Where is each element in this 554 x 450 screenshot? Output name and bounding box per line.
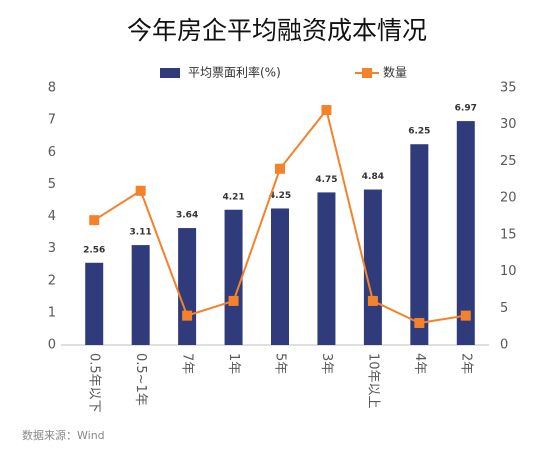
value-label: 2.56 — [83, 245, 105, 255]
marker — [89, 215, 100, 226]
bar — [317, 192, 336, 345]
value-label: 4.75 — [315, 175, 337, 185]
source-note: 数据来源：Wind — [22, 428, 105, 442]
y2-tick-label: 20 — [500, 191, 517, 206]
y-tick-label: 0 — [48, 338, 56, 353]
x-tick-label: 10年以上 — [365, 353, 380, 409]
marker — [367, 295, 378, 306]
bar — [363, 189, 382, 345]
legend-label: 平均票面利率(%) — [188, 65, 281, 80]
legend-label: 数量 — [383, 65, 407, 80]
x-tick-label: 1年 — [226, 353, 241, 374]
y-tick-label: 4 — [48, 209, 56, 224]
value-label: 3.64 — [176, 211, 198, 221]
y2-tick-label: 5 — [500, 301, 508, 316]
x-tick-label: 7年 — [180, 353, 195, 374]
y-tick-label: 5 — [48, 177, 56, 192]
x-tick-label: 3年 — [319, 353, 334, 374]
y2-tick-label: 35 — [500, 81, 517, 96]
bar — [85, 262, 104, 345]
y-tick-label: 3 — [48, 241, 56, 256]
y-tick-label: 7 — [48, 113, 56, 128]
x-tick-label: 2年 — [458, 353, 473, 374]
marker — [182, 310, 193, 321]
marker — [321, 105, 332, 116]
bar — [224, 209, 243, 345]
chart-title: 今年房企平均融资成本情况 — [127, 16, 427, 45]
marker — [135, 185, 146, 196]
y2-tick-label: 25 — [500, 154, 517, 169]
y-tick-label: 6 — [48, 145, 56, 160]
value-label: 6.97 — [455, 104, 477, 114]
x-tick-label: 4年 — [412, 353, 427, 374]
y-tick-label: 8 — [48, 81, 56, 96]
x-tick-label: 0.5年以下 — [87, 353, 102, 413]
bar — [271, 208, 289, 345]
marker — [414, 317, 425, 328]
y2-tick-label: 10 — [500, 264, 517, 279]
x-tick-label: 5年 — [273, 353, 288, 374]
y-tick-label: 1 — [48, 305, 56, 320]
bar — [178, 228, 197, 345]
bar — [410, 144, 429, 345]
value-label: 3.11 — [130, 228, 152, 238]
bar — [456, 121, 475, 346]
value-label: 4.25 — [269, 191, 291, 201]
marker — [228, 295, 239, 306]
y2-tick-label: 15 — [500, 227, 517, 242]
marker — [275, 163, 285, 174]
x-tick-label: 0.5~1年 — [133, 353, 148, 406]
legend-swatch — [160, 68, 180, 78]
marker — [460, 310, 471, 321]
y-tick-label: 2 — [48, 273, 56, 288]
legend-swatch — [362, 68, 372, 78]
value-label: 6.25 — [408, 127, 430, 137]
value-label: 4.21 — [222, 192, 244, 202]
y2-tick-label: 30 — [500, 117, 517, 132]
bar — [131, 245, 150, 345]
value-label: 4.84 — [362, 172, 384, 182]
y2-tick-label: 0 — [500, 338, 508, 353]
